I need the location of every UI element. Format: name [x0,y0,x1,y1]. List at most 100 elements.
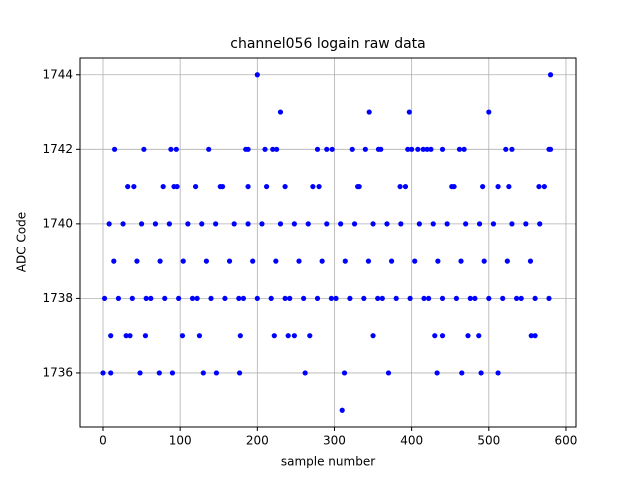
point [532,333,538,339]
point [236,370,243,376]
point [287,295,293,302]
point [271,333,277,339]
point [176,295,182,302]
plot-frame [79,57,577,428]
point [268,295,274,302]
point [120,221,126,227]
point [277,109,284,115]
point [123,333,129,339]
point [328,295,334,302]
chart-title: channel056 logain raw data [230,36,425,52]
point [388,258,395,264]
point [296,258,302,264]
x-tick-label: 400 [400,434,423,448]
point [203,258,209,264]
point [142,333,149,339]
point [495,370,501,376]
point [194,295,200,302]
point [486,295,492,302]
point [379,295,385,302]
point [532,295,538,302]
point [259,221,265,227]
point [412,258,418,264]
point [338,221,344,227]
point [536,183,542,190]
point [138,221,145,227]
point [156,370,162,376]
point [355,183,361,190]
point [439,146,446,152]
point [439,333,446,339]
point [546,295,552,302]
point [162,295,168,302]
point [459,370,465,376]
point [213,370,220,376]
point [349,146,355,152]
point [254,295,260,302]
point [547,146,554,152]
point [179,333,186,339]
point [339,407,345,413]
point [541,183,547,190]
point [426,295,432,302]
point [495,183,501,190]
point [351,221,358,227]
point [378,146,384,152]
point [152,221,159,227]
point [537,221,543,227]
point [319,258,325,264]
point [282,183,288,190]
point [461,146,467,152]
point [465,333,471,339]
point [301,295,307,302]
point [291,333,297,339]
point [472,295,478,302]
point [302,370,308,376]
point [196,333,203,339]
point [409,146,415,152]
point [361,295,367,302]
point [420,146,426,152]
point [168,146,174,152]
point [370,221,376,227]
x-tick-label: 200 [246,434,269,448]
point [108,370,114,376]
point [453,295,459,302]
point [384,221,390,227]
point [106,221,112,227]
point [324,221,330,227]
point [213,221,219,227]
point [185,221,191,227]
point [129,295,135,302]
point [134,258,140,264]
point [428,146,434,152]
point [513,295,520,302]
y-tick-label: 1744 [42,67,73,81]
point [108,333,114,339]
point [506,183,512,190]
point [115,295,122,302]
point [398,221,404,227]
point [180,258,186,264]
point [143,295,149,302]
point [444,221,450,227]
point [324,146,330,152]
point [291,221,297,227]
point [314,146,321,152]
point [347,295,353,302]
point [375,295,381,302]
point [305,221,311,227]
point [393,295,399,302]
point [478,370,484,376]
point [430,221,436,227]
point [370,333,376,339]
point [273,258,279,264]
point [314,295,321,302]
x-tick-label: 100 [169,434,192,448]
point [307,333,313,339]
point [405,146,411,152]
point [424,146,430,152]
point [528,333,534,339]
